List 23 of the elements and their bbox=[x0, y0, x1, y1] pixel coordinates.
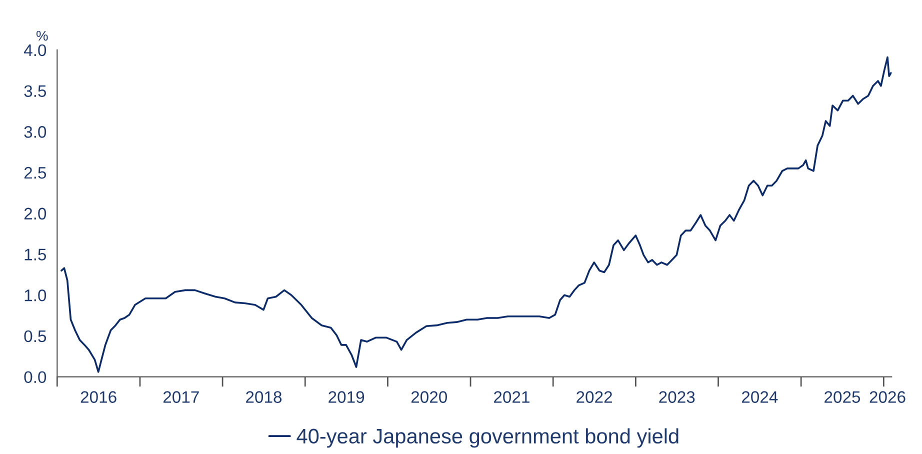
y-tick-label: 0.0 bbox=[24, 371, 46, 384]
x-tick-label: 2020 bbox=[411, 391, 448, 403]
x-tick-label: 2019 bbox=[328, 391, 364, 403]
y-tick-label: 2.5 bbox=[24, 166, 46, 179]
y-axis-title: % bbox=[36, 30, 48, 41]
legend-label: 40-year Japanese government bond yield bbox=[296, 428, 678, 448]
y-tick-label: 3.5 bbox=[24, 85, 46, 98]
y-tick-label: 1.5 bbox=[24, 248, 46, 260]
line-series bbox=[60, 56, 892, 373]
x-tick-label: 2016 bbox=[80, 391, 116, 403]
x-tick-label: 2021 bbox=[494, 391, 530, 403]
y-tick-label: 0.5 bbox=[24, 330, 46, 342]
x-tick-label: 2024 bbox=[742, 391, 778, 403]
x-tick-label: 2026 bbox=[870, 391, 906, 403]
y-tick-label: 4.0 bbox=[24, 44, 46, 56]
x-tick-label: 2017 bbox=[163, 391, 199, 403]
y-tick-label: 1.0 bbox=[24, 290, 46, 302]
y-tick-label: 2.0 bbox=[24, 208, 46, 220]
x-tick-label: 2025 bbox=[824, 391, 860, 403]
x-tick-label: 2018 bbox=[246, 391, 282, 403]
x-tick-label: 2023 bbox=[659, 391, 695, 403]
y-tick-label: 3.0 bbox=[24, 126, 46, 138]
x-tick-label: 2022 bbox=[576, 391, 612, 403]
